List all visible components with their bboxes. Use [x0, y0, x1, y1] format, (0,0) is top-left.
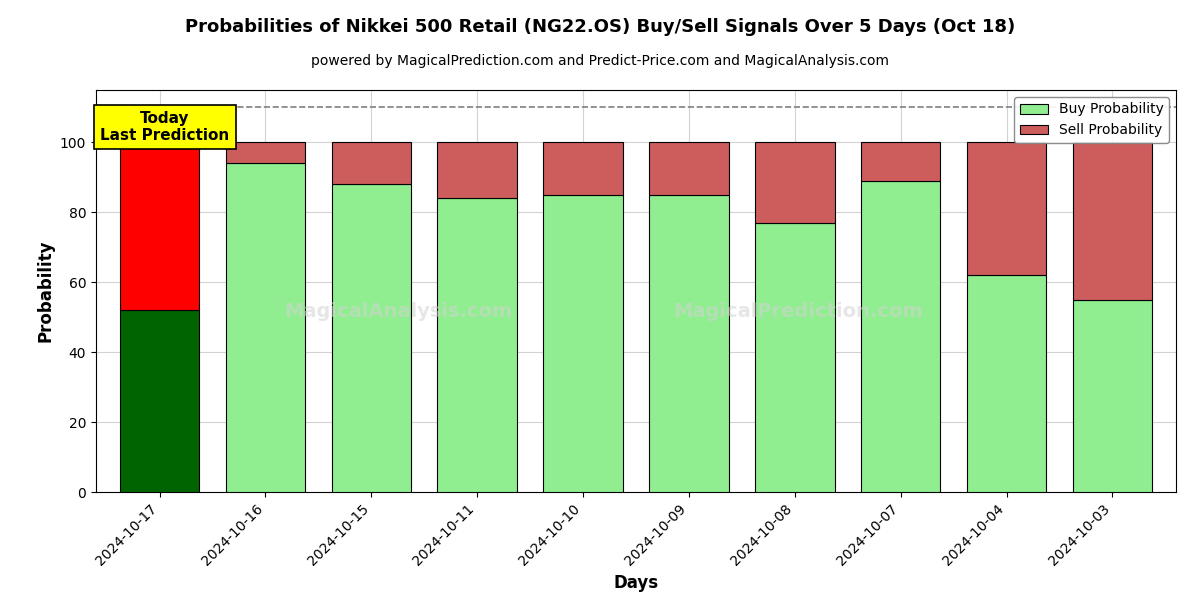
Bar [649, 142, 728, 195]
Y-axis label: Probability: Probability [36, 240, 54, 342]
Bar [120, 310, 199, 492]
Text: MagicalPrediction.com: MagicalPrediction.com [673, 302, 923, 320]
Text: Today
Last Prediction: Today Last Prediction [100, 111, 229, 143]
Bar [438, 199, 517, 492]
Bar [226, 142, 305, 163]
Bar [544, 142, 623, 195]
Bar [544, 195, 623, 492]
Legend: Buy Probability, Sell Probability: Buy Probability, Sell Probability [1014, 97, 1169, 143]
Text: MagicalAnalysis.com: MagicalAnalysis.com [284, 302, 512, 320]
Bar [967, 275, 1046, 492]
Bar [862, 181, 941, 492]
X-axis label: Days: Days [613, 574, 659, 592]
Bar [331, 184, 412, 492]
Bar [438, 142, 517, 199]
Bar [755, 142, 834, 223]
Text: Probabilities of Nikkei 500 Retail (NG22.OS) Buy/Sell Signals Over 5 Days (Oct 1: Probabilities of Nikkei 500 Retail (NG22… [185, 18, 1015, 36]
Bar [755, 223, 834, 492]
Bar [1073, 300, 1152, 492]
Bar [649, 195, 728, 492]
Bar [120, 142, 199, 310]
Bar [967, 142, 1046, 275]
Bar [862, 142, 941, 181]
Bar [226, 163, 305, 492]
Text: powered by MagicalPrediction.com and Predict-Price.com and MagicalAnalysis.com: powered by MagicalPrediction.com and Pre… [311, 54, 889, 68]
Bar [1073, 142, 1152, 300]
Bar [331, 142, 412, 184]
